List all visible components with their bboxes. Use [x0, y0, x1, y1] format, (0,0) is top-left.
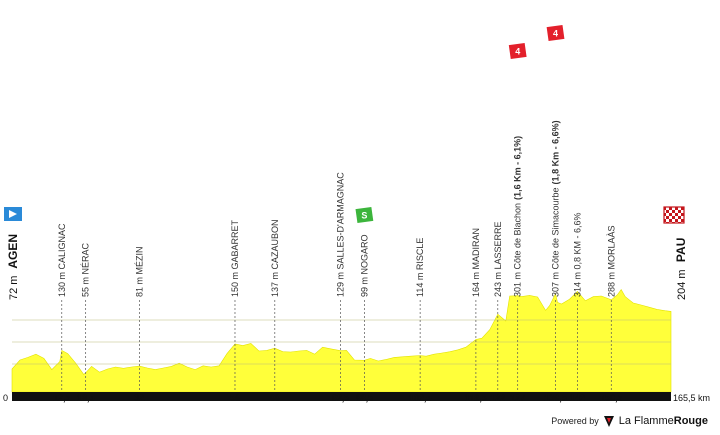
km-label: 116,5	[465, 393, 487, 403]
km-label: 102,5	[409, 393, 432, 403]
waypoint-label: 130 m CALIGNAC	[57, 223, 67, 297]
km-label: 12,5	[53, 393, 71, 403]
start-label: 72 m AGEN	[6, 234, 20, 300]
km-label: 82,5	[332, 393, 350, 403]
km-label: 142	[570, 393, 585, 403]
waypoint-text: 129 m SALLES-D'ARMAGNAC	[336, 172, 346, 297]
waypoint-guides	[61, 300, 612, 392]
brand-name-light: La Flamme	[618, 415, 674, 427]
km-label: 127	[510, 393, 525, 403]
waypoint-label: 243 m LASSERRE	[493, 221, 503, 297]
distance-bar	[12, 392, 671, 401]
waypoint-text: 307 m Côte de Simacourbe	[551, 187, 561, 297]
km-label: 18,5	[77, 393, 95, 403]
waypoint-label: 314 m 0,8 KM - 6,6%	[572, 212, 582, 297]
waypoint-label: 288 m MORLAÀS	[606, 225, 616, 297]
powered-by-text: Powered by	[551, 416, 599, 426]
waypoint-text: 301 m Côte de Blachon	[513, 203, 523, 297]
km-label: 88,5	[356, 393, 374, 403]
climb-details: (1,8 Km - 6,6%)	[551, 120, 561, 184]
waypoint-text: 114 m RISCLE	[415, 238, 425, 297]
waypoint-text: 150 m GABARRET	[230, 219, 240, 297]
badge-text: 4	[553, 29, 558, 39]
waypoint-label: 55 m NÉRAC	[81, 242, 91, 297]
km-label: 56	[230, 393, 240, 403]
start-flag-icon	[9, 210, 17, 218]
km-label: 32	[134, 393, 144, 403]
distance-labels: 12,5 18,5 32 56 66 82,5 88,5 102,5 116,5 122 127 13…	[53, 393, 623, 403]
waypoint-text: 243 m LASSERRE	[493, 221, 503, 297]
sprint-badge: S	[355, 206, 374, 224]
waypoint-text: 55 m NÉRAC	[81, 242, 91, 297]
waypoint-label: 81 m MÉZIN	[134, 246, 144, 297]
waypoint-text: 99 m NOGARO	[359, 234, 369, 297]
start-name: AGEN	[6, 234, 20, 269]
finish-marker	[663, 206, 685, 224]
checkered-flag-icon	[663, 206, 685, 224]
finish-label: 204 m PAU	[674, 238, 688, 300]
waypoint-label: 164 m MADIRAN	[471, 228, 481, 297]
elevation-area	[11, 289, 672, 393]
start-km: 0	[3, 393, 8, 403]
waypoint-text: 288 m MORLAÀS	[606, 225, 616, 297]
climb-category-badge: 4	[546, 24, 565, 42]
waypoint-text: 130 m CALIGNAC	[57, 223, 67, 297]
start-altitude: 72 m	[8, 276, 20, 300]
km-label: 150,5	[600, 393, 623, 403]
waypoint-label: 137 m CAZAUBON	[270, 219, 280, 297]
km-label: 122	[490, 393, 505, 403]
climb-category-badge: 4	[508, 42, 527, 60]
km-label: 66	[270, 393, 280, 403]
climb-details: (1,6 Km - 6,1%)	[513, 136, 523, 200]
waypoint-text: 314 m 0,8 KM - 6,6%	[572, 212, 582, 297]
finish-altitude: 204 m	[676, 269, 688, 300]
total-distance: 165,5 km	[673, 393, 710, 403]
start-marker	[4, 207, 22, 221]
waypoint-label: 307 m Côte de Simacourbe (1,8 Km - 6,6%)	[551, 120, 561, 297]
waypoint-label: 99 m NOGARO	[359, 234, 369, 297]
flame-logo-icon	[603, 415, 614, 427]
brand-name: La FlammeRouge	[619, 415, 708, 427]
brand-name-bold: Rouge	[673, 415, 708, 427]
waypoint-text: 164 m MADIRAN	[471, 228, 481, 297]
waypoint-label: 150 m GABARRET	[230, 219, 240, 297]
waypoint-label: 114 m RISCLE	[415, 238, 425, 297]
km-label: 136,5	[544, 393, 567, 403]
waypoint-labels: 130 m CALIGNAC 55 m NÉRAC 81 m MÉZIN 150 m …	[57, 24, 616, 297]
waypoint-label: 129 m SALLES-D'ARMAGNAC	[336, 172, 346, 297]
waypoint-text: 81 m MÉZIN	[134, 246, 144, 297]
brand-credit: Powered by La FlammeRouge	[551, 415, 708, 427]
altitude-gridlines	[12, 319, 671, 365]
finish-name: PAU	[674, 238, 688, 262]
waypoint-label: 301 m Côte de Blachon (1,6 Km - 6,1%)	[513, 136, 523, 297]
badge-text: 4	[515, 47, 520, 57]
waypoint-text: 137 m CAZAUBON	[270, 219, 280, 297]
badge-text: S	[361, 211, 367, 221]
